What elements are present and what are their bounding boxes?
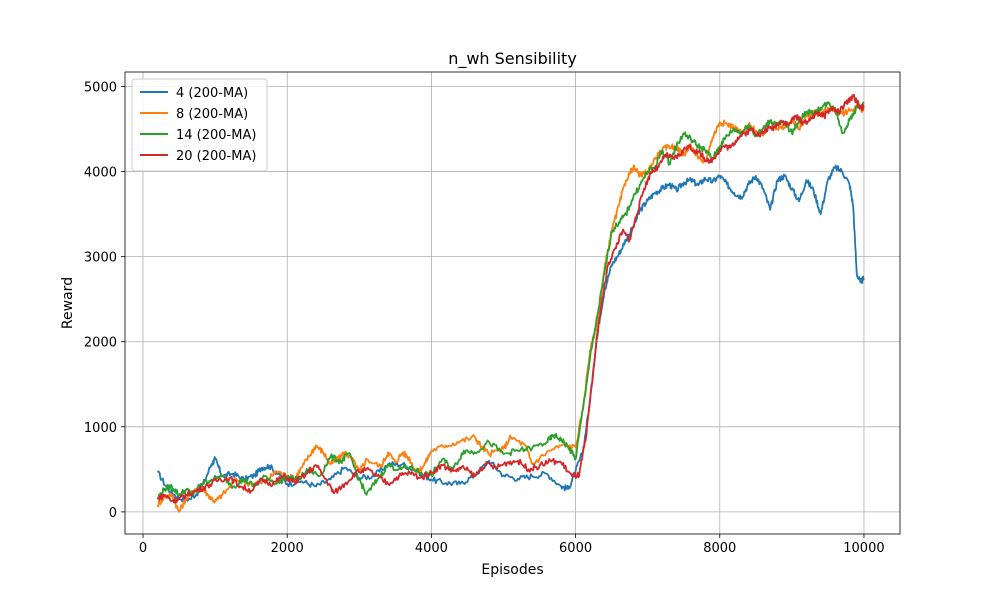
y-tick-label: 4000 (84, 166, 117, 181)
series-layer (156, 93, 865, 513)
legend-label: 20 (200-MA) (176, 149, 256, 164)
series-line-3 (157, 101, 865, 500)
x-tick-label: 0 (139, 541, 147, 556)
y-tick-label: 5000 (84, 80, 117, 95)
axes: 0 2000 4000 6000 8000 10000 0 1000 2000 3000 4000 5… (84, 71, 901, 556)
x-tick-label: 6000 (559, 541, 592, 556)
series-line-1 (157, 164, 865, 503)
y-tick-label: 1000 (84, 421, 117, 436)
x-tick-label: 4000 (415, 541, 448, 556)
x-tick-label: 8000 (703, 541, 736, 556)
series-line-4 (156, 93, 865, 504)
legend-box (131, 78, 268, 172)
x-tick-label: 2000 (271, 541, 304, 556)
x-tick-label: 10000 (843, 541, 884, 556)
chart-title: n_wh Sensibility (448, 49, 577, 69)
legend-label: 8 (200-MA) (176, 107, 248, 122)
legend-label: 4 (200-MA) (176, 86, 248, 101)
y-tick-label: 0 (109, 506, 117, 521)
y-tick-label: 3000 (84, 251, 117, 266)
legend: 4 (200-MA) 8 (200-MA) 14 (200-MA) 20 (200-M… (131, 78, 268, 172)
x-axis-label: Episodes (481, 562, 543, 578)
y-axis-label: Reward (60, 277, 76, 329)
plot-frame (124, 71, 901, 535)
y-tick-label: 2000 (84, 336, 117, 351)
legend-label: 14 (200-MA) (176, 128, 256, 143)
